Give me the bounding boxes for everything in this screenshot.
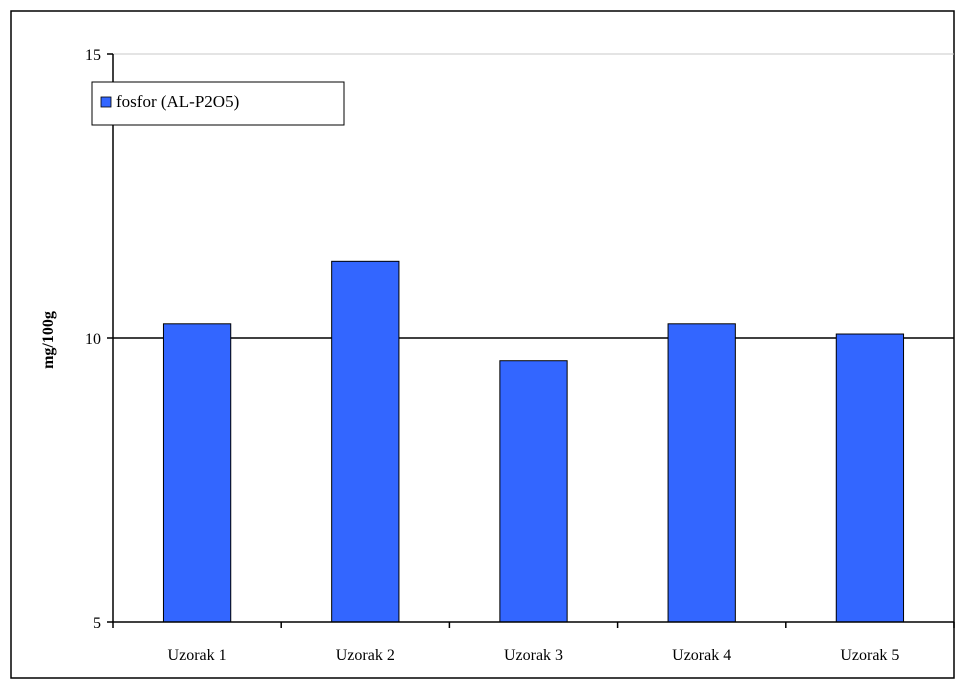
y-tick-label-10: 10 xyxy=(85,331,101,348)
grid-layer xyxy=(113,53,954,339)
bar-1 xyxy=(162,323,232,623)
y-tick-label-15: 15 xyxy=(85,47,101,64)
x-tick-label-3: Uzorak 3 xyxy=(504,647,563,664)
bar-2 xyxy=(331,260,400,623)
bar-4 xyxy=(667,323,736,623)
bars-layer xyxy=(162,260,905,623)
ticks-layer: 5 10 15 Uzorak 1 Uzorak 2 Uzorak 3 Uzorak 4 Uzo… xyxy=(85,47,955,664)
bar-3 xyxy=(499,360,568,623)
bar-5 xyxy=(835,333,905,623)
legend-swatch xyxy=(100,96,112,108)
x-tick-label-4: Uzorak 4 xyxy=(672,647,731,664)
legend: fosfor (AL-P2O5) xyxy=(91,81,345,126)
x-tick-label-5: Uzorak 5 xyxy=(840,647,899,664)
legend-label: fosfor (AL-P2O5) xyxy=(116,92,239,111)
legend-box xyxy=(91,81,345,126)
x-tick-label-2: Uzorak 2 xyxy=(336,647,395,664)
y-tick-label-5: 5 xyxy=(93,615,101,632)
x-tick-label-1: Uzorak 1 xyxy=(168,647,227,664)
y-axis-title: mg/100g xyxy=(40,311,57,369)
